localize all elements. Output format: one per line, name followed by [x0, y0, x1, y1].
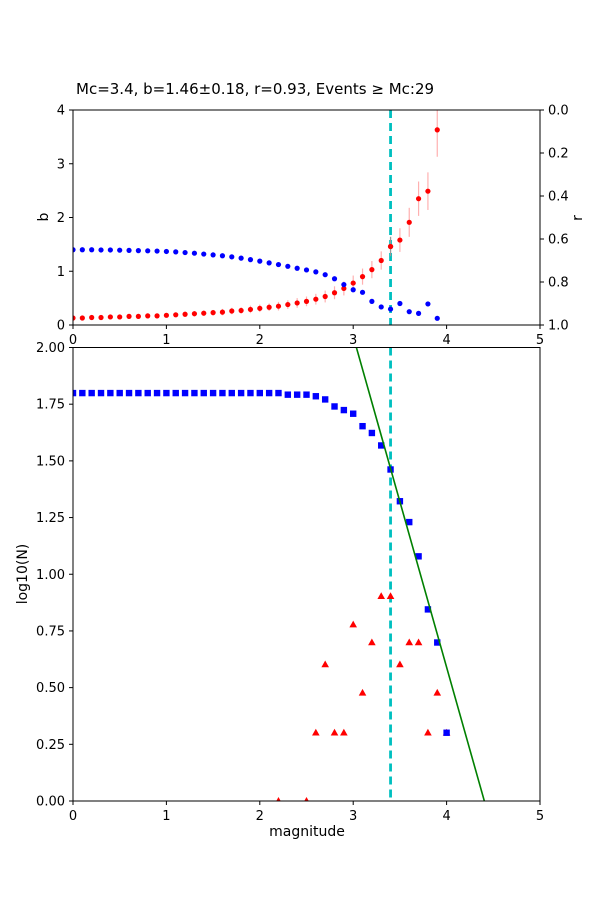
bottom-y-tick-label: 0.25: [36, 738, 65, 753]
top-yright-tick-label: 0.6: [548, 233, 569, 248]
top-x-tick-label: 3: [349, 333, 357, 348]
top-yleft-tick-label: 0: [57, 319, 65, 334]
bottom-y-axis-label: log10(N): [15, 543, 31, 605]
top-plot: 0 1 2 3 4 5 0 1 2 3 4 0.0 0.2 0.4 0.6 0.8 1.0: [57, 104, 569, 349]
plot-title: Mc=3.4, b=1.46±0.18, r=0.93, Events ≥ Mc…: [76, 80, 435, 98]
bottom-x-axis-label: magnitude: [269, 824, 345, 840]
top-x-tick-label: 4: [442, 333, 450, 348]
bottom-plot-frame: [72, 347, 541, 802]
noncumulative-series: [276, 592, 451, 801]
top-yright-tick-label: 0.0: [548, 104, 569, 119]
bottom-plot-data: [73, 347, 486, 801]
bottom-y-tick-label: 1.75: [36, 398, 65, 413]
bottom-x-tick-label: 4: [442, 809, 450, 824]
gutenberg-richter-fit-line: [355, 347, 486, 801]
top-x-tick-label: 2: [256, 333, 264, 348]
top-x-tick-label: 1: [162, 333, 170, 348]
bottom-x-tick-label: 3: [349, 809, 357, 824]
bottom-x-tick-label: 5: [536, 809, 544, 824]
bottom-x-tick-label: 1: [162, 809, 170, 824]
bottom-y-tick-label: 0.50: [36, 681, 65, 696]
top-yleft-tick-label: 3: [57, 157, 65, 172]
top-yleft-tick-label: 2: [57, 211, 65, 226]
bottom-plot: 0 1 2 3 4 5 0.00 0.25 0.50 0.75 1.00 1.25 1.50 1.75 2.…: [36, 341, 544, 824]
b-value-series: [73, 127, 440, 321]
bottom-x-tick-label: 0: [69, 809, 77, 824]
bottom-y-tick-label: 1.50: [36, 454, 65, 469]
top-right-axis-label: r: [570, 215, 586, 221]
r-value-series: [73, 247, 440, 321]
bottom-y-tick-label: 1.00: [36, 568, 65, 583]
top-left-axis-label: b: [36, 212, 52, 222]
top-yright-tick-label: 0.4: [548, 190, 569, 205]
top-yright-tick-label: 0.8: [548, 276, 569, 291]
bottom-y-tick-label: 1.25: [36, 511, 65, 526]
top-yleft-tick-label: 1: [57, 265, 65, 280]
top-yleft-tick-label: 4: [57, 104, 65, 119]
bottom-y-tick-label: 0.75: [36, 624, 65, 639]
bottom-y-tick-label: 0.00: [36, 795, 65, 810]
top-x-tick-label: 0: [69, 333, 77, 348]
top-yright-tick-label: 0.2: [548, 147, 569, 162]
bottom-y-tick-label: 2.00: [36, 341, 65, 356]
bottom-x-tick-label: 2: [256, 809, 264, 824]
top-plot-frame: [72, 109, 541, 326]
cumulative-series: [73, 389, 450, 736]
top-plot-data: [73, 110, 440, 325]
b-value-error-bars: [73, 110, 438, 320]
top-x-tick-label: 5: [536, 333, 544, 348]
top-yright-tick-label: 1.0: [548, 319, 569, 334]
